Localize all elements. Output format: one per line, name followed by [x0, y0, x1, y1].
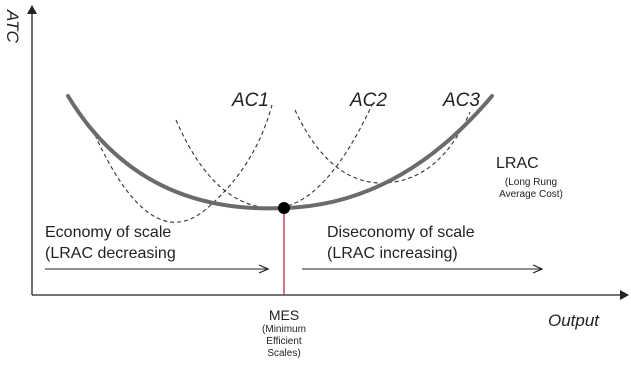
diseconomy-line1: Diseconomy of scale: [327, 224, 475, 241]
mes-description-line3: Scales): [267, 348, 301, 359]
mes-label: MES: [268, 307, 300, 323]
mes-point: [278, 202, 290, 214]
economy-line2: (LRAC decreasing: [45, 245, 176, 262]
ac1-curve: [94, 104, 273, 223]
lrac-curve: [66, 94, 494, 211]
ac3-label: AC3: [443, 90, 480, 111]
economy-of-scale-text: Economy of scale (LRAC decreasing: [45, 222, 176, 264]
mes-description: (Minimum Efficient Scales): [244, 324, 324, 360]
economy-line1: Economy of scale: [45, 224, 172, 241]
y-axis-label: ATC: [3, 10, 22, 43]
ac2-curve: [175, 104, 373, 209]
x-axis-label: Output: [548, 311, 600, 330]
ac1-label: AC1: [232, 90, 269, 111]
ac3-curve: [294, 109, 471, 184]
lrac-description-line2: Average Cost): [499, 189, 563, 200]
mes-description-line2: Efficient: [266, 336, 302, 347]
ac2-label: AC2: [350, 90, 387, 111]
lrac-description: (Long Rung Average Cost): [476, 177, 586, 201]
diseconomy-of-scale-text: Diseconomy of scale (LRAC increasing): [327, 222, 475, 264]
diseconomy-line2: (LRAC increasing): [327, 245, 458, 262]
lrac-label: LRAC: [496, 155, 539, 172]
mes-description-line1: (Minimum: [262, 324, 306, 335]
lrac-description-line1: (Long Rung: [504, 177, 558, 188]
